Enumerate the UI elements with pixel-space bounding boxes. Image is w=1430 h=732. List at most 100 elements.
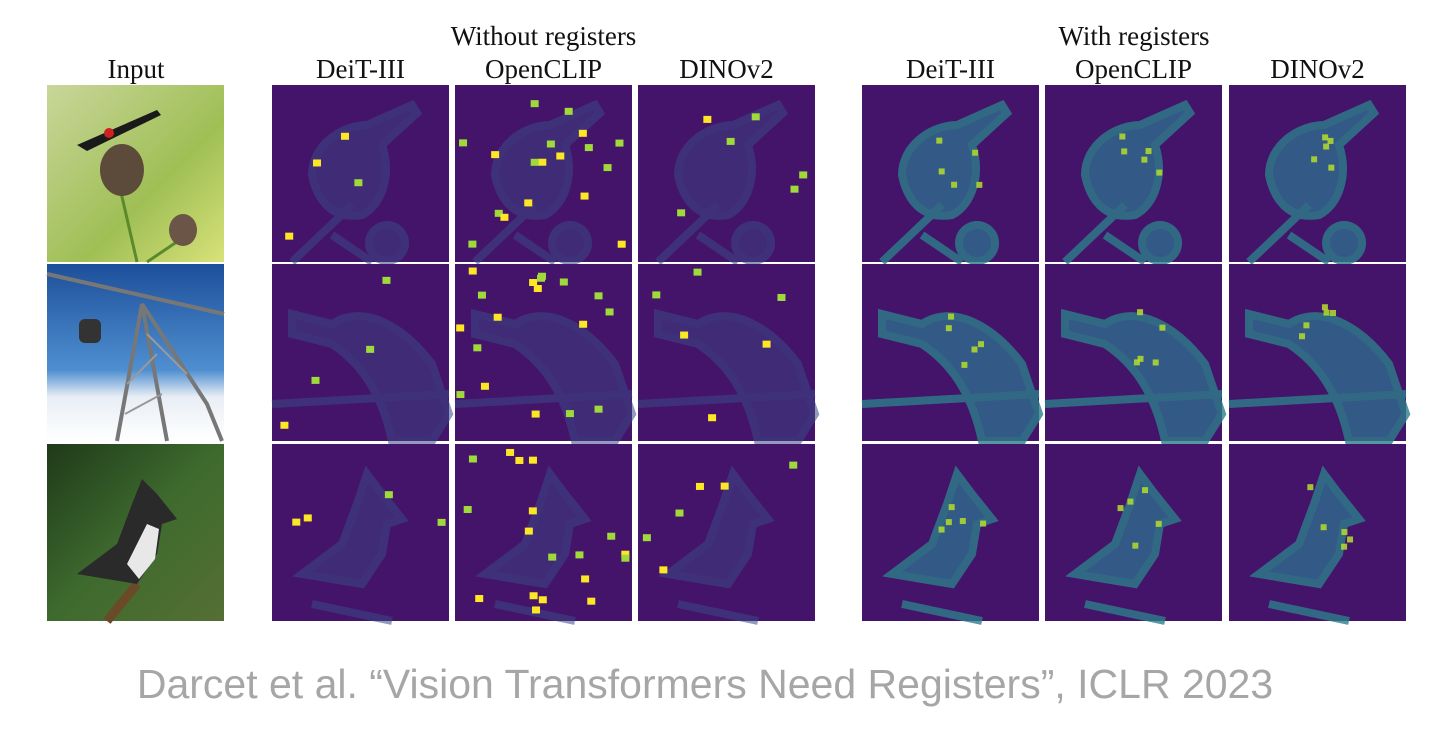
highlight bbox=[938, 168, 945, 175]
column-label: DeiT-III bbox=[316, 54, 405, 84]
highlight bbox=[945, 325, 952, 332]
artifact bbox=[529, 592, 538, 600]
attention-map bbox=[1229, 444, 1406, 625]
highlight bbox=[1121, 148, 1128, 155]
artifact bbox=[594, 292, 603, 300]
attention-map bbox=[454, 264, 637, 445]
artifact bbox=[548, 553, 557, 561]
attention-map bbox=[1045, 85, 1222, 266]
artifact bbox=[659, 566, 668, 574]
artifact bbox=[437, 518, 446, 526]
map-object bbox=[1228, 308, 1411, 445]
artifact bbox=[581, 575, 590, 583]
highlight bbox=[1142, 487, 1149, 494]
highlight bbox=[1156, 169, 1163, 176]
highlight bbox=[1322, 134, 1329, 141]
artifact bbox=[382, 276, 391, 284]
artifact bbox=[475, 595, 484, 603]
artifact bbox=[529, 279, 538, 287]
highlight bbox=[959, 518, 966, 525]
column-label: OpenCLIP bbox=[1075, 54, 1192, 84]
artifact bbox=[584, 144, 593, 152]
map-object bbox=[637, 308, 820, 445]
attention-map bbox=[1045, 444, 1222, 625]
highlight bbox=[971, 346, 978, 353]
artifact bbox=[578, 129, 587, 137]
group-title: With registers bbox=[1058, 21, 1209, 51]
artifact bbox=[530, 100, 539, 108]
highlight bbox=[1137, 355, 1144, 362]
artifact bbox=[285, 232, 294, 240]
attention-map bbox=[271, 264, 454, 445]
highlight bbox=[938, 526, 945, 533]
artifact bbox=[790, 185, 799, 193]
highlight bbox=[1323, 309, 1330, 316]
input-image bbox=[47, 444, 224, 624]
highlight bbox=[1137, 309, 1144, 316]
artifact bbox=[384, 491, 393, 499]
photo-bg bbox=[47, 264, 224, 441]
attention-map bbox=[1044, 264, 1227, 445]
input-image bbox=[47, 85, 224, 264]
artifact bbox=[537, 274, 546, 282]
artifact bbox=[703, 115, 712, 123]
artifact bbox=[762, 340, 771, 348]
map-object bbox=[292, 465, 409, 625]
artifact bbox=[708, 414, 717, 422]
highlight bbox=[1327, 137, 1334, 144]
artifact bbox=[587, 597, 596, 605]
artifact bbox=[494, 209, 503, 217]
map-object bbox=[882, 465, 999, 625]
bird-belly bbox=[127, 524, 159, 579]
artifact bbox=[524, 199, 533, 207]
artifact bbox=[456, 324, 465, 332]
artifact bbox=[607, 532, 616, 540]
artifact bbox=[621, 554, 630, 562]
highlight bbox=[1347, 536, 1354, 543]
artifact bbox=[642, 534, 651, 542]
attention-map bbox=[1228, 264, 1411, 445]
highlight bbox=[1303, 322, 1310, 329]
input-label: Input bbox=[108, 54, 165, 84]
highlight bbox=[1141, 156, 1148, 163]
artifact bbox=[720, 482, 729, 490]
highlight bbox=[1155, 520, 1162, 527]
highlight bbox=[980, 520, 987, 527]
highlight bbox=[978, 341, 985, 348]
highlight bbox=[948, 313, 955, 320]
flower bbox=[169, 214, 197, 246]
artifact bbox=[546, 140, 555, 148]
artifact bbox=[680, 331, 689, 339]
artifact bbox=[292, 518, 301, 526]
artifact bbox=[468, 240, 477, 248]
artifact bbox=[617, 240, 626, 248]
highlight bbox=[1341, 543, 1348, 550]
artifact bbox=[538, 596, 547, 604]
artifact bbox=[515, 456, 524, 464]
artifact bbox=[693, 268, 702, 276]
artifact bbox=[532, 606, 541, 614]
artifact bbox=[459, 139, 468, 147]
artifact bbox=[506, 448, 515, 456]
artifact bbox=[477, 291, 486, 299]
attention-map bbox=[455, 444, 632, 625]
attention-map bbox=[861, 264, 1044, 445]
highlight bbox=[948, 504, 955, 511]
artifact bbox=[456, 391, 465, 399]
artifact bbox=[533, 285, 542, 293]
highlight bbox=[1152, 359, 1159, 366]
column-label: OpenCLIP bbox=[485, 54, 602, 84]
attention-map bbox=[1229, 85, 1406, 266]
artifact bbox=[493, 313, 502, 321]
artifact bbox=[726, 137, 735, 145]
artifact bbox=[528, 507, 537, 515]
artifact bbox=[538, 158, 547, 166]
highlight bbox=[1321, 304, 1328, 311]
artifact bbox=[312, 159, 321, 167]
attention-map bbox=[638, 444, 815, 625]
artifact bbox=[491, 151, 500, 159]
attention-map bbox=[272, 85, 449, 266]
column-label: DINOv2 bbox=[679, 54, 774, 84]
artifact bbox=[341, 132, 350, 140]
map-object bbox=[472, 99, 606, 266]
